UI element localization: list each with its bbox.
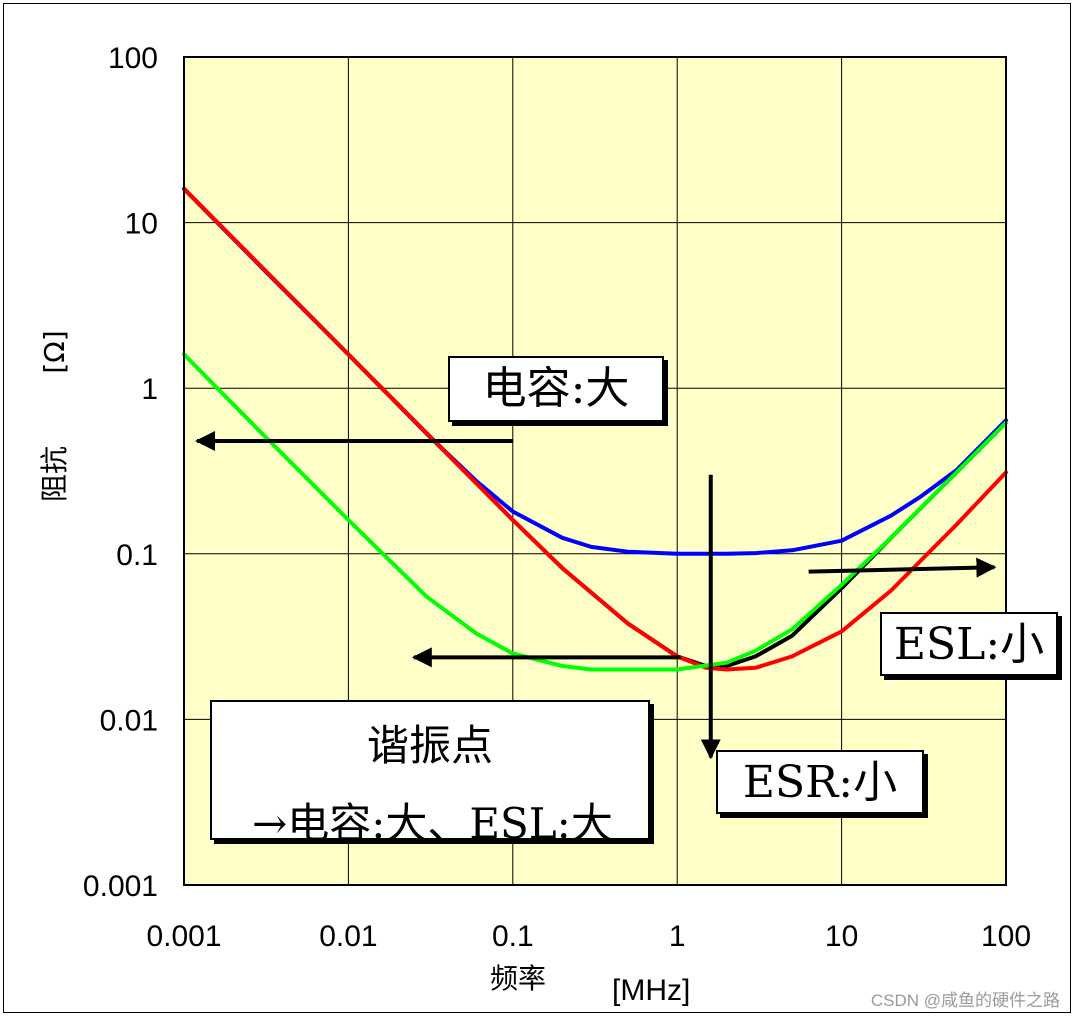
annotation-resonance: 谐振点 →电容:大、ESL:大: [210, 700, 650, 848]
annotation-resonance-note: →电容:大、ESL:大: [252, 799, 613, 848]
annotation-capacitance-text: 电容:大: [482, 363, 630, 414]
figure-frame: [3, 3, 1071, 1013]
series-line-3: [182, 186, 1008, 672]
y-axis-title: 阻抗 [Ω]: [38, 330, 71, 502]
x-tick-label: 0.1: [492, 920, 534, 953]
x-tick-label: 1: [669, 920, 686, 953]
watermark: CSDN @咸鱼的硬件之路: [870, 991, 1060, 1010]
x-tick-label: 10: [825, 920, 858, 953]
x-tick-label: 0.001: [146, 920, 221, 953]
y-tick-label: 0.001: [83, 870, 158, 903]
y-tick-label: 10: [125, 208, 158, 241]
annotation-esr: ESR:小: [716, 750, 924, 814]
annotation-esl-text: ESL:小: [893, 619, 1045, 670]
annotation-esl: ESL:小: [880, 612, 1058, 676]
y-axis-label: 阻抗: [38, 446, 71, 502]
y-tick-label: 100: [108, 42, 158, 75]
y-tick-label: 0.1: [116, 539, 158, 572]
arrow-layer: [195, 430, 997, 760]
tick-labels: 0.001 0.01 0.1 1 10 100 100 10 1 0.1 0.01 0.001: [83, 42, 1031, 953]
y-axis-unit: [Ω]: [38, 330, 71, 373]
y-tick-label: 1: [141, 373, 158, 406]
x-axis-unit: [MHz]: [612, 974, 690, 1007]
plot-border: [183, 56, 1007, 886]
x-axis-label: 频率: [490, 962, 546, 995]
y-tick-label: 0.01: [100, 704, 158, 737]
x-tick-label: 0.01: [319, 920, 377, 953]
annotation-esr-text: ESR:小: [742, 757, 898, 808]
arrow-4: [808, 557, 997, 578]
x-tick-label: 100: [981, 920, 1031, 953]
annotation-resonance-title: 谐振点: [366, 721, 493, 770]
annotation-capacitance: 电容:大: [448, 356, 664, 422]
